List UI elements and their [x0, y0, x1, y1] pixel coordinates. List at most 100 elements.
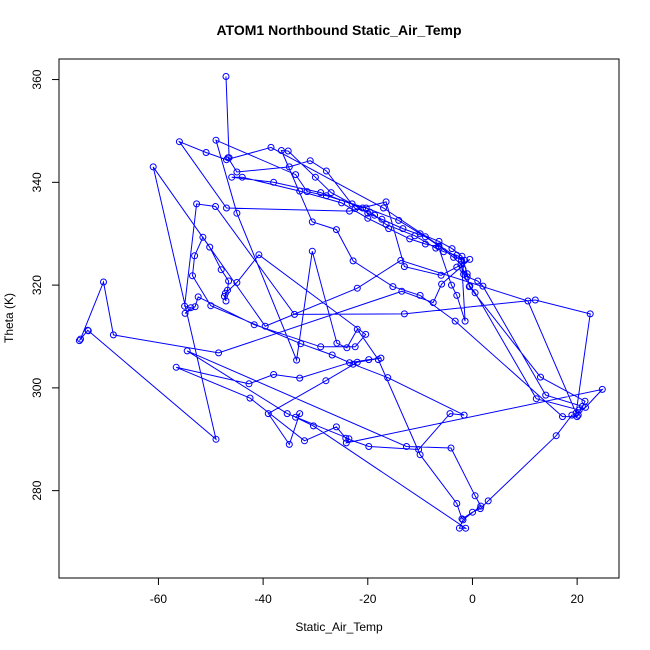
data-point	[84, 326, 92, 334]
y-tick-label: 320	[30, 275, 44, 295]
data-point	[342, 434, 350, 442]
data-point	[75, 337, 83, 345]
data-point	[181, 302, 189, 310]
data-point	[225, 277, 233, 285]
data-point	[308, 247, 316, 255]
data-point	[389, 283, 397, 291]
data-point	[384, 374, 392, 382]
data-point	[448, 245, 456, 253]
data-point	[207, 302, 215, 310]
data-point	[435, 237, 443, 245]
data-point	[224, 154, 232, 162]
data-point	[309, 422, 317, 430]
data-point	[327, 189, 335, 197]
data-series	[75, 73, 606, 532]
data-point	[189, 272, 196, 280]
data-point	[559, 413, 566, 421]
data-point	[586, 310, 594, 318]
data-point	[293, 356, 301, 364]
data-point	[400, 310, 408, 318]
data-point	[380, 204, 387, 212]
data-point	[572, 409, 580, 417]
data-point	[212, 203, 219, 210]
data-point	[421, 240, 429, 248]
data-point	[429, 299, 437, 307]
data-point	[283, 410, 291, 418]
data-point	[524, 297, 532, 305]
data-point	[421, 233, 429, 241]
data-point	[245, 380, 253, 388]
data-point	[246, 394, 254, 402]
data-point	[403, 443, 410, 450]
x-tick-label: -60	[150, 592, 168, 606]
data-point	[333, 339, 341, 347]
data-point	[371, 211, 379, 219]
data-point	[416, 291, 424, 299]
data-point	[284, 147, 292, 155]
data-point	[362, 330, 370, 338]
data-point	[109, 331, 117, 339]
data-point	[332, 226, 340, 234]
data-point	[406, 235, 414, 243]
data-point	[270, 178, 278, 186]
data-point	[466, 282, 474, 290]
data-point	[285, 440, 293, 448]
data-point	[217, 266, 225, 274]
data-point	[532, 395, 540, 403]
data-point	[100, 278, 107, 286]
data-point	[453, 500, 461, 507]
data-point	[311, 173, 319, 181]
data-point	[297, 340, 305, 348]
data-point	[206, 243, 214, 251]
x-axis: -60 -40 -20 0 20	[150, 577, 584, 606]
y-axis-title: Theta (K)	[2, 293, 16, 343]
data-point	[181, 309, 189, 317]
data-point	[345, 435, 353, 443]
data-point	[458, 252, 466, 260]
data-point	[202, 149, 210, 156]
data-point	[187, 304, 195, 312]
x-tick-label: -40	[254, 592, 272, 606]
data-point	[474, 277, 482, 285]
y-tick-label: 300	[30, 378, 44, 398]
data-point	[250, 321, 258, 329]
data-point	[458, 256, 465, 264]
data-point	[397, 256, 405, 264]
data-point	[215, 349, 223, 357]
data-point	[364, 209, 372, 217]
data-point	[233, 209, 241, 217]
data-point	[471, 492, 479, 500]
data-point	[471, 289, 479, 297]
data-point	[463, 270, 471, 278]
data-point	[222, 297, 230, 305]
data-point	[466, 255, 474, 263]
data-point	[199, 233, 207, 241]
data-point	[306, 157, 314, 165]
x-tick-label: 0	[469, 592, 476, 606]
data-point	[264, 410, 272, 418]
data-point	[537, 373, 544, 381]
data-point	[382, 198, 390, 206]
data-point	[453, 291, 461, 299]
data-point	[296, 187, 304, 195]
data-point	[378, 215, 386, 223]
data-point	[446, 410, 454, 418]
data-point	[440, 248, 448, 256]
data-point	[451, 317, 459, 325]
data-point	[477, 502, 485, 510]
data-point	[460, 270, 468, 278]
x-axis-title: Static_Air_Temp	[295, 620, 383, 634]
data-point	[267, 143, 275, 151]
data-point	[365, 356, 373, 364]
series-line	[78, 76, 604, 529]
data-point	[322, 167, 330, 175]
data-point	[328, 351, 336, 359]
data-point	[353, 284, 361, 292]
y-tick-label: 280	[30, 480, 44, 500]
data-point	[191, 303, 199, 311]
data-point	[332, 423, 340, 431]
data-point	[175, 138, 183, 146]
data-point	[582, 403, 589, 411]
data-point	[220, 292, 228, 300]
